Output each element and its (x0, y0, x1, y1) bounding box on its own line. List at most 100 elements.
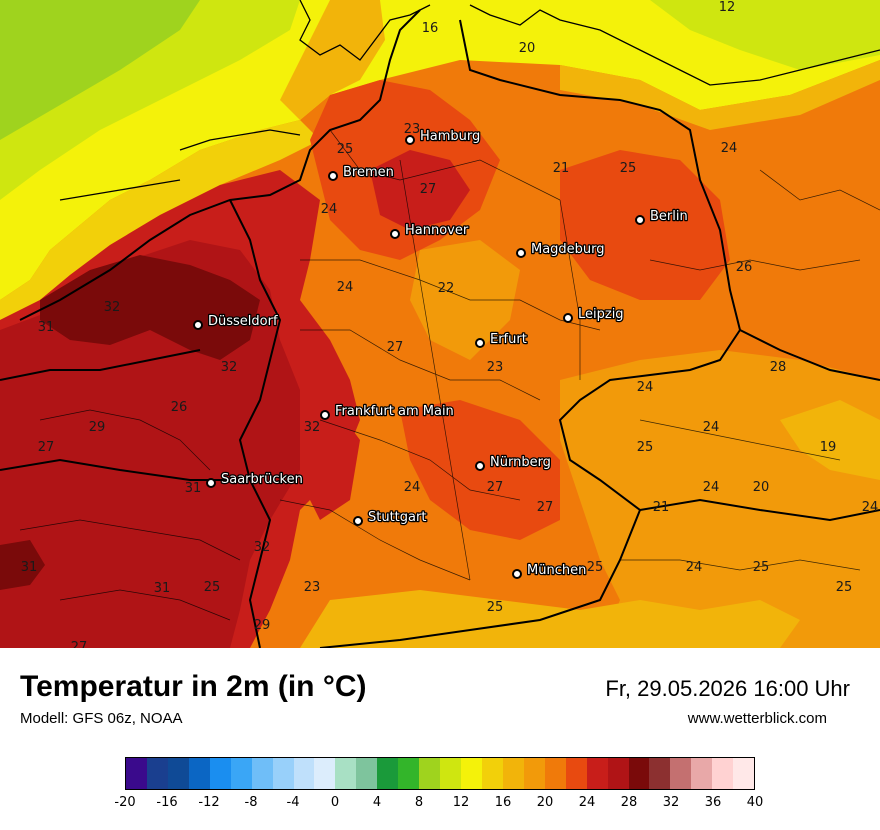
sea-area-lime-ne (650, 0, 880, 70)
city-label: Hamburg (420, 129, 480, 144)
isotherm-label: 25 (620, 161, 637, 176)
color-swatch (607, 758, 629, 789)
coastline (59, 0, 880, 201)
city-dot (475, 461, 485, 471)
color-scale-bar (125, 757, 755, 790)
city-label: Erfurt (490, 332, 527, 347)
isotherm-label: 23 (404, 122, 421, 137)
color-swatch (314, 758, 336, 789)
city-dot (193, 320, 203, 330)
color-swatch (712, 758, 734, 789)
city-dot (635, 215, 645, 225)
color-swatch (481, 758, 503, 789)
color-swatch (586, 758, 608, 789)
website-link[interactable]: www.wetterblick.com (687, 710, 827, 727)
color-swatch (440, 758, 461, 789)
color-scale-tick-label: 0 (330, 795, 340, 810)
color-scale-tick-label: 24 (578, 795, 596, 810)
country-borders (0, 9, 880, 648)
city-marker[interactable]: Leipzig (563, 306, 625, 323)
isotherm-label: 24 (686, 560, 703, 575)
city-dot (320, 410, 330, 420)
city-marker[interactable]: Bremen (328, 164, 395, 181)
color-scale-tick-label: 16 (494, 795, 512, 810)
city-marker[interactable]: Hamburg (405, 128, 482, 145)
isotherm-label: 27 (420, 182, 437, 197)
isotherm-label: 24 (862, 500, 879, 515)
heat-red-center (300, 380, 360, 520)
isotherm-label: 24 (321, 202, 338, 217)
isotherm-label: 12 (719, 0, 736, 15)
color-swatch (188, 758, 210, 789)
sea-area-north (0, 0, 880, 300)
map-title: Temperatur in 2m (in °C) (20, 670, 367, 703)
city-label: Magdeburg (531, 242, 605, 257)
isotherm-label: 24 (721, 141, 738, 156)
isotherm-label: 32 (221, 360, 238, 375)
city-marker[interactable]: Stuttgart (353, 509, 428, 526)
isotherm-label: 28 (770, 360, 787, 375)
color-scale-tick-label: 12 (452, 795, 470, 810)
isotherm-label: 24 (337, 280, 354, 295)
isotherm-label: 23 (487, 360, 504, 375)
isotherm-label: 25 (753, 560, 770, 575)
color-swatch (272, 758, 294, 789)
isotherm-labels: 16 20 12 25 23 27 24 21 25 24 26 24 22 32 31 32 27 23 28 24… (21, 0, 879, 648)
color-swatch (251, 758, 273, 789)
city-marker[interactable]: Magdeburg (516, 241, 606, 258)
color-swatch (293, 758, 315, 789)
temperature-map: 16 20 12 25 23 27 24 21 25 24 26 24 22 32 31 32 27 23 28 24… (0, 0, 880, 648)
isotherm-label: 31 (38, 320, 55, 335)
coast-band-3 (560, 60, 880, 130)
color-swatch (230, 758, 252, 789)
city-marker[interactable]: Saarbrücken (206, 471, 304, 488)
city-label: München (527, 563, 586, 578)
isotherm-label: 25 (337, 142, 354, 157)
color-swatch (523, 758, 545, 789)
city-dot (353, 516, 363, 526)
color-swatch (461, 758, 482, 789)
city-dot (475, 338, 485, 348)
city-marker[interactable]: Nürnberg (475, 454, 552, 471)
color-scale-tick-label: 32 (662, 795, 680, 810)
model-info: Modell: GFS 06z, NOAA (20, 710, 183, 727)
isotherm-label: 25 (637, 440, 654, 455)
color-swatch (565, 758, 587, 789)
isotherm-label: 19 (820, 440, 837, 455)
color-swatch (733, 758, 755, 789)
sea-area-green (0, 0, 200, 140)
isotherm-label: 27 (537, 500, 554, 515)
city-marker[interactable]: Düsseldorf (193, 313, 279, 330)
color-swatch (502, 758, 524, 789)
city-label: Hannover (405, 223, 469, 238)
color-scale-tick-label: -16 (156, 795, 178, 810)
color-scale-tick-label: 36 (704, 795, 722, 810)
city-label: Saarbrücken (221, 472, 303, 487)
city-marker[interactable]: Berlin (635, 208, 689, 225)
isotherm-label: 23 (304, 580, 321, 595)
city-marker[interactable]: Erfurt (475, 331, 528, 348)
city-label: Düsseldorf (208, 314, 278, 329)
cooler-east-yellow (780, 400, 880, 480)
city-label: Frankfurt am Main (335, 404, 454, 419)
isotherm-label: 25 (487, 600, 504, 615)
coast-band-2 (280, 0, 385, 120)
city-dot (390, 229, 400, 239)
city-marker[interactable]: Frankfurt am Main (320, 403, 455, 420)
isotherm-label: 25 (204, 580, 221, 595)
isotherm-label: 27 (38, 440, 55, 455)
isotherm-label: 27 (387, 340, 404, 355)
isotherm-label: 21 (653, 500, 670, 515)
heat-maroon-sw (0, 540, 45, 590)
cooler-center (410, 240, 520, 360)
footer-panel: Temperatur in 2m (in °C) Modell: GFS 06z… (0, 648, 880, 830)
color-swatch (670, 758, 692, 789)
city-marker[interactable]: München (512, 562, 588, 579)
city-label: Nürnberg (490, 455, 551, 470)
city-marker[interactable]: Hannover (390, 222, 470, 239)
color-scale-tick-label: -20 (114, 795, 136, 810)
city-dot (206, 478, 216, 488)
isotherm-label: 31 (185, 481, 202, 496)
isotherm-label: 31 (21, 560, 38, 575)
isotherm-label: 27 (487, 480, 504, 495)
